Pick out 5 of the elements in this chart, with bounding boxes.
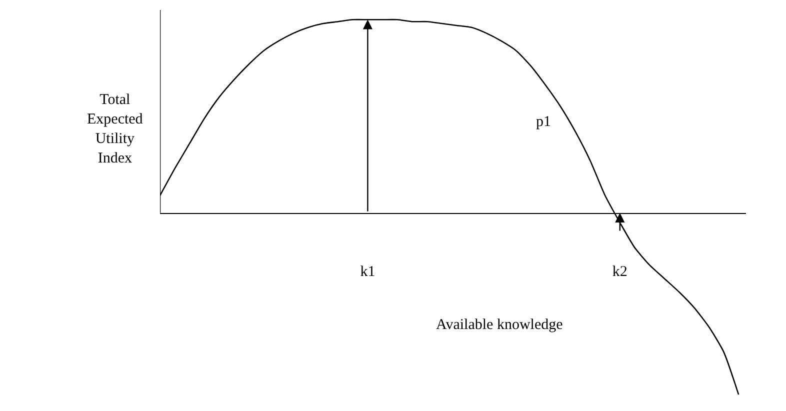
y-axis-title: Total Expected Utility Index [87,92,144,166]
x-axis-title: Available knowledge [436,317,564,333]
x-tick-label: k1 [360,264,376,280]
x-tick-label: k2 [612,264,628,280]
annotation: p1 [536,114,551,130]
